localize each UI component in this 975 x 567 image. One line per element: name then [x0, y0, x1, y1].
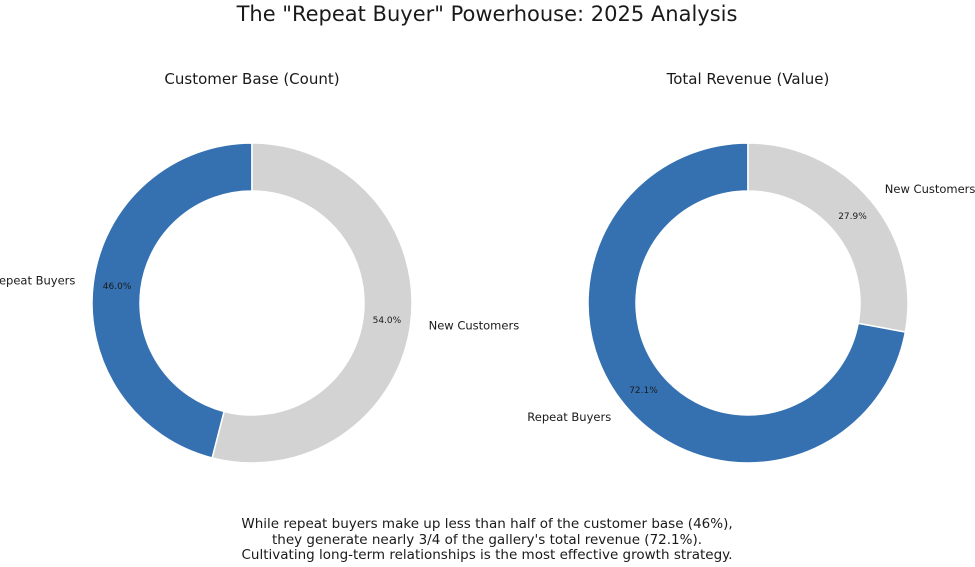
donut-total-revenue-title: Total Revenue (Value) — [666, 70, 830, 88]
total-revenue-pct-label-new-customers: 27.9% — [838, 212, 867, 222]
total-revenue-label-new-customers: New Customers — [885, 182, 975, 196]
caption-line-1: While repeat buyers make up less than ha… — [241, 516, 732, 532]
caption-line-3: Cultivating long-term relationships is t… — [242, 547, 733, 563]
customer-base-slice-repeat-buyers — [91, 142, 253, 459]
chart-title: The "Repeat Buyer" Powerhouse: 2025 Anal… — [236, 2, 738, 26]
total-revenue-slice-repeat-buyers — [587, 142, 907, 464]
total-revenue-slice-new-customers — [747, 142, 909, 333]
donut-customer-base: Customer Base (Count) 46.0% Repeat Buyers… — [0, 70, 520, 464]
total-revenue-pct-label-repeat-buyers: 72.1% — [629, 386, 658, 396]
customer-base-slice-new-customers — [211, 142, 413, 464]
donut-customer-base-title: Customer Base (Count) — [164, 70, 339, 88]
caption: While repeat buyers make up less than ha… — [241, 516, 732, 563]
total-revenue-label-repeat-buyers: Repeat Buyers — [527, 410, 611, 424]
customer-base-label-new-customers: New Customers — [429, 318, 520, 332]
customer-base-label-repeat-buyers: Repeat Buyers — [0, 274, 75, 288]
donut-total-revenue: Total Revenue (Value) 72.1% Repeat Buyers… — [527, 70, 975, 464]
customer-base-pct-label-new-customers: 54.0% — [373, 316, 402, 326]
caption-line-2: they generate nearly 3/4 of the gallery'… — [272, 532, 702, 548]
customer-base-pct-label-repeat-buyers: 46.0% — [103, 282, 132, 292]
